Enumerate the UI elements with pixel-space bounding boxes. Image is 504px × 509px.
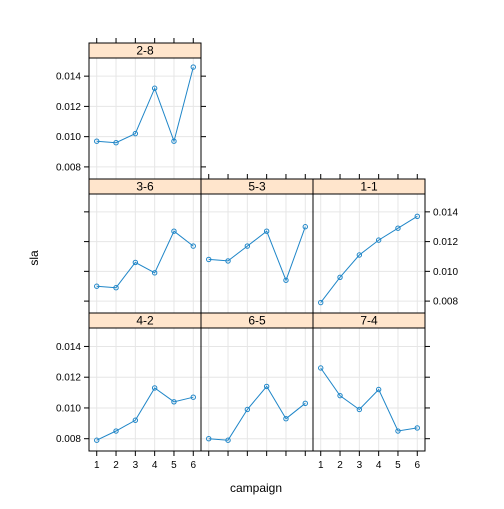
- panel-strip-label: 1-1: [360, 180, 378, 194]
- data-point: [395, 225, 401, 231]
- x-tick-label: 4: [152, 460, 158, 471]
- data-point: [395, 428, 401, 434]
- data-point: [225, 437, 231, 443]
- panel-strip-label: 2-8: [136, 44, 154, 58]
- series-line: [208, 226, 306, 282]
- series-line: [96, 66, 194, 144]
- x-tick-label: 3: [357, 460, 363, 471]
- panel-frame: [312, 327, 426, 452]
- data-point: [414, 213, 420, 220]
- data-point: [414, 425, 420, 431]
- y-tick-label: 0.008: [56, 434, 81, 445]
- y-tick-label: 0.008: [433, 297, 458, 308]
- series-line: [320, 215, 418, 303]
- y-tick-label: 0.014: [433, 207, 458, 218]
- data-point: [375, 237, 382, 243]
- y-tick-label: 0.012: [433, 237, 458, 248]
- data-point: [244, 406, 251, 413]
- data-point: [171, 399, 177, 405]
- y-tick-label: 0.012: [56, 102, 81, 113]
- data-point: [318, 365, 324, 371]
- data-point: [263, 228, 270, 234]
- data-point: [132, 417, 139, 423]
- x-axis-title: campaign: [230, 481, 282, 495]
- x-tick-label: 3: [133, 460, 139, 471]
- x-tick-label: 5: [395, 460, 401, 471]
- panel-strip-label: 4-2: [136, 314, 154, 328]
- data-point: [283, 416, 289, 422]
- panel-strip-label: 6-5: [248, 314, 266, 328]
- x-tick-label: 2: [337, 460, 343, 471]
- data-point: [190, 64, 196, 70]
- data-point: [151, 270, 158, 276]
- series-line: [96, 230, 194, 289]
- series-line: [208, 385, 306, 441]
- data-point: [356, 406, 363, 413]
- panel-strip-label: 5-3: [248, 180, 266, 194]
- data-point: [356, 252, 363, 258]
- series-line: [96, 387, 194, 441]
- y-tick-label: 0.014: [56, 342, 81, 353]
- x-tick-label: 5: [171, 460, 177, 471]
- data-point: [113, 428, 119, 434]
- data-point: [94, 138, 100, 144]
- data-point: [244, 243, 251, 249]
- y-tick-label: 0.010: [56, 132, 81, 143]
- x-tick-label: 6: [414, 460, 420, 471]
- x-tick-label: 1: [94, 460, 100, 471]
- data-point: [375, 386, 382, 393]
- data-point: [94, 283, 100, 289]
- x-tick-label: 6: [190, 460, 196, 471]
- data-point: [283, 277, 289, 283]
- y-axis-title: sla: [27, 250, 41, 266]
- x-tick-label: 1: [318, 460, 324, 471]
- data-point: [132, 259, 139, 266]
- data-point: [263, 383, 270, 390]
- data-point: [225, 258, 231, 264]
- data-point: [206, 436, 212, 442]
- data-point: [113, 285, 119, 291]
- data-point: [190, 394, 196, 400]
- x-tick-label: 2: [113, 460, 119, 471]
- x-tick-label: 4: [376, 460, 382, 471]
- y-tick-label: 0.012: [56, 373, 81, 384]
- data-point: [151, 85, 158, 91]
- data-point: [318, 299, 324, 306]
- data-point: [206, 256, 212, 263]
- data-point: [337, 274, 343, 280]
- y-tick-label: 0.010: [56, 403, 81, 414]
- data-point: [151, 385, 158, 391]
- data-point: [132, 130, 139, 137]
- data-point: [302, 224, 308, 230]
- panel-strip-label: 3-6: [136, 180, 154, 194]
- data-point: [113, 140, 119, 146]
- data-point: [337, 392, 343, 399]
- y-tick-label: 0.008: [56, 162, 81, 173]
- y-tick-label: 0.010: [433, 267, 458, 278]
- data-point: [171, 138, 177, 144]
- data-point: [171, 228, 177, 234]
- data-point: [302, 400, 308, 407]
- data-point: [94, 437, 100, 443]
- y-tick-label: 0.014: [56, 72, 81, 83]
- data-point: [190, 243, 196, 249]
- series-line: [320, 367, 418, 432]
- panel-strip-label: 7-4: [360, 314, 378, 328]
